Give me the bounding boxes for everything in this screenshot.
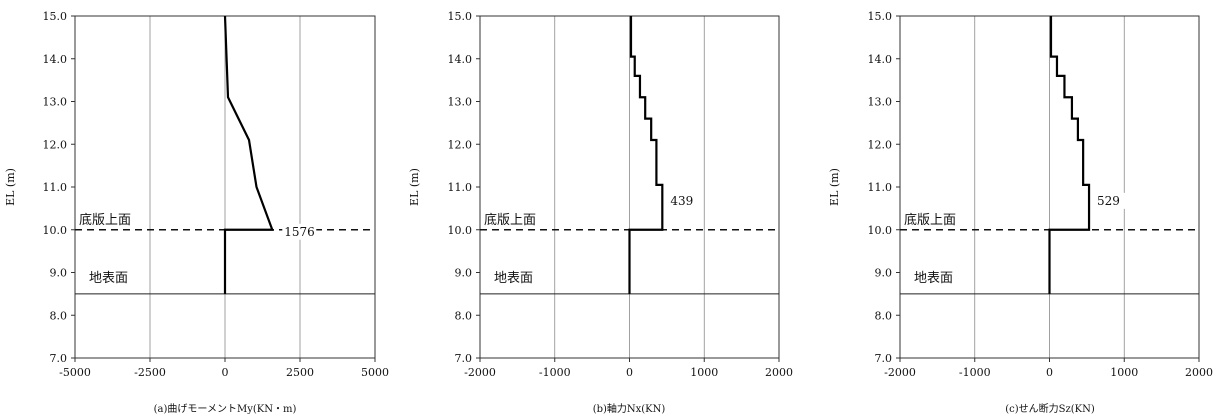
x-tick-label: -2000 bbox=[884, 366, 916, 379]
value-label-bg bbox=[282, 223, 317, 240]
y-tick-label: 12.0 bbox=[448, 138, 473, 151]
y-tick-label: 15.0 bbox=[43, 10, 68, 23]
x-tick-label: 1000 bbox=[1110, 366, 1138, 379]
chart-caption: (a)曲げモーメントMy(KN・m) bbox=[154, 403, 297, 415]
y-tick-label: 10.0 bbox=[448, 224, 473, 237]
data-series-line bbox=[628, 16, 664, 294]
y-axis-label: EL (m) bbox=[408, 168, 421, 206]
y-tick-label: 11.0 bbox=[43, 181, 68, 194]
y-tick-label: 7.0 bbox=[455, 352, 473, 365]
y-tick-label: 8.0 bbox=[875, 309, 893, 322]
value-label: 1576 bbox=[284, 225, 315, 239]
y-tick-label: 13.0 bbox=[868, 96, 893, 109]
x-tick-label: 5000 bbox=[361, 366, 389, 379]
slab-top-label: 底版上面 bbox=[904, 212, 956, 228]
y-axis-label: EL (m) bbox=[828, 168, 841, 206]
y-axis-label: EL (m) bbox=[4, 168, 17, 206]
data-series-line bbox=[223, 15, 274, 294]
y-tick-label: 13.0 bbox=[448, 96, 473, 109]
x-tick-label: -2500 bbox=[134, 366, 166, 379]
y-tick-label: 12.0 bbox=[868, 138, 893, 151]
ground-surface-label: 地表面 bbox=[89, 271, 128, 286]
slab-top-label: 底版上面 bbox=[484, 212, 536, 228]
x-tick-label: 2000 bbox=[1185, 366, 1213, 379]
chart-panel-2: 7.0 8.0 9.0 10.0 11.0 12.0 13.0 14.0 15.0 -2000 -1… bbox=[408, 10, 793, 415]
x-tick-label: 1000 bbox=[690, 366, 718, 379]
y-tick-label: 9.0 bbox=[50, 267, 68, 280]
x-tick-label: -2000 bbox=[464, 366, 496, 379]
ground-surface-label: 地表面 bbox=[494, 271, 533, 286]
y-tick-label: 14.0 bbox=[868, 53, 893, 66]
chart-caption: (c)せん断力Sz(KN) bbox=[1005, 402, 1095, 415]
x-tick-label: 0 bbox=[222, 366, 229, 379]
chart-panel-3: 7.0 8.0 9.0 10.0 11.0 12.0 13.0 14.0 15.0 -2000 -1… bbox=[828, 10, 1213, 415]
y-tick-label: 14.0 bbox=[448, 53, 473, 66]
x-tick-label: -1000 bbox=[539, 366, 571, 379]
value-label-bg bbox=[668, 192, 703, 209]
y-tick-label: 14.0 bbox=[43, 53, 68, 66]
value-label: 439 bbox=[670, 194, 693, 208]
y-tick-label: 11.0 bbox=[868, 181, 893, 194]
y-tick-label: 8.0 bbox=[455, 309, 473, 322]
x-tick-label: 2000 bbox=[765, 366, 793, 379]
y-tick-label: 10.0 bbox=[868, 224, 893, 237]
chart-caption: (b)軸力Nx(KN) bbox=[593, 402, 666, 415]
value-label: 529 bbox=[1097, 194, 1120, 208]
y-tick-label: 9.0 bbox=[875, 267, 893, 280]
y-tick-label: 7.0 bbox=[875, 352, 893, 365]
y-tick-label: 8.0 bbox=[50, 309, 68, 322]
y-tick-label: 10.0 bbox=[43, 224, 68, 237]
y-tick-label: 13.0 bbox=[43, 96, 68, 109]
ground-surface-label: 地表面 bbox=[914, 271, 953, 286]
y-tick-label: 9.0 bbox=[455, 267, 473, 280]
y-tick-label: 15.0 bbox=[868, 10, 893, 23]
x-tick-label: 2500 bbox=[286, 366, 314, 379]
x-tick-label: -1000 bbox=[959, 366, 991, 379]
y-tick-label: 12.0 bbox=[43, 138, 68, 151]
y-tick-label: 7.0 bbox=[50, 352, 68, 365]
slab-top-label: 底版上面 bbox=[79, 212, 131, 228]
x-tick-label: 0 bbox=[1046, 366, 1053, 379]
y-tick-label: 15.0 bbox=[448, 10, 473, 23]
value-label-bg bbox=[1095, 192, 1130, 209]
chart-panel-1: 7.0 8.0 9.0 10.0 11.0 12.0 13.0 14.0 15.0 -5000 -2… bbox=[4, 10, 389, 415]
y-tick-label: 11.0 bbox=[448, 181, 473, 194]
x-tick-label: -5000 bbox=[59, 366, 91, 379]
data-series-line bbox=[1048, 16, 1091, 294]
x-tick-label: 0 bbox=[626, 366, 633, 379]
